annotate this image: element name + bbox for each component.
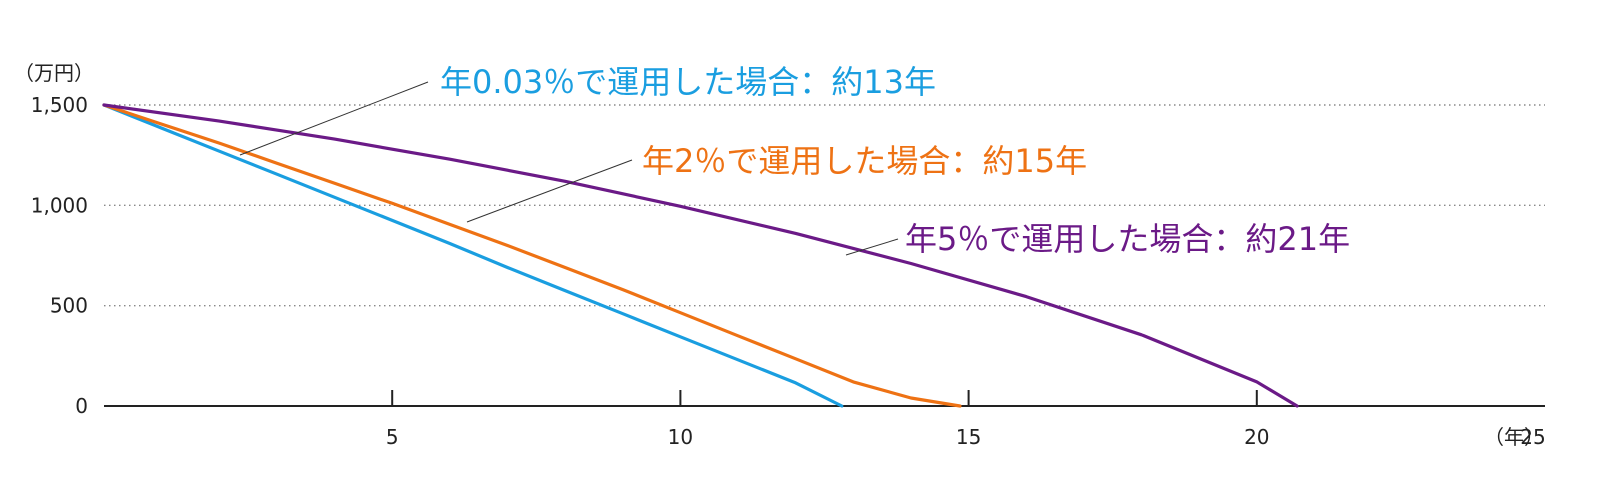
grid-lines [104, 104, 1545, 307]
y-tick-label: 500 [50, 294, 88, 318]
annotation-leader-line [466, 159, 633, 223]
series-line-3 [102, 103, 1299, 408]
x-tick-label: 10 [668, 425, 693, 449]
series-line-2 [102, 103, 962, 408]
axes: 0 500 1,000 1,500 5 10 15 20 25 [31, 93, 1546, 449]
y-tick-label: 1,000 [31, 193, 88, 217]
x-tick-label: 25 [1520, 425, 1545, 449]
series-label-1: 年0.03％で運用した場合：約13年 [440, 63, 936, 101]
y-tick-label: 1,500 [31, 93, 88, 117]
x-axis-unit-label: （年） [1484, 425, 1544, 449]
x-tick-label: 15 [956, 425, 981, 449]
x-tick-label: 20 [1244, 425, 1269, 449]
annotation-leader-line [845, 238, 899, 256]
series-line-1 [102, 103, 844, 408]
series-label-2: 年2％で運用した場合：約15年 [642, 142, 1087, 180]
y-tick-label: 0 [75, 394, 88, 418]
series-lines [102, 103, 1299, 408]
series-annotations: 年0.03％で運用した場合：約13年年2％で運用した場合：約15年年5％で運用し… [239, 63, 1350, 258]
x-tick-label: 5 [386, 425, 399, 449]
annotation-leader-line [239, 81, 429, 156]
y-axis-unit-label: （万円） [14, 61, 94, 85]
series-label-3: 年5％で運用した場合：約21年 [905, 220, 1350, 258]
